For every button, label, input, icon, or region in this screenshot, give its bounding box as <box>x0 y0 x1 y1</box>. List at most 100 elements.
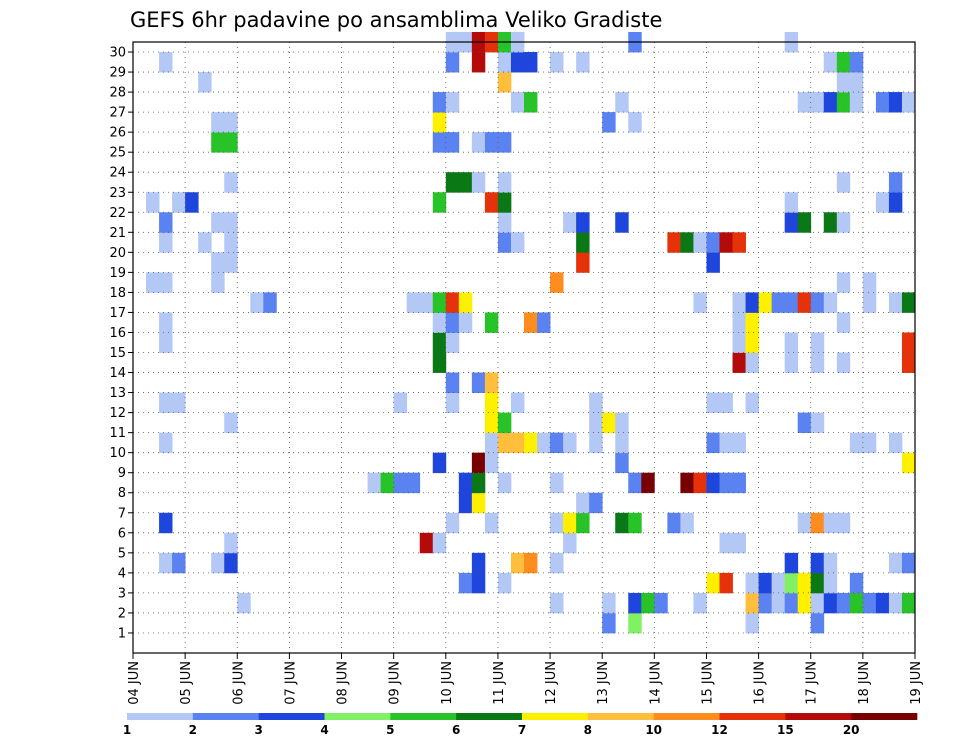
heatmap-cell <box>445 52 460 73</box>
x-tick-label: 17 JUN <box>805 661 820 705</box>
heatmap-cell <box>211 272 225 293</box>
heatmap-cell <box>836 52 851 73</box>
heatmap-cell <box>198 72 212 93</box>
heatmap-cell <box>836 512 851 534</box>
heatmap-cell <box>849 52 864 73</box>
colorbar-label: 6 <box>452 723 460 737</box>
heatmap-cell <box>784 212 799 233</box>
heatmap-cell <box>445 312 460 333</box>
colorbar-label: 4 <box>320 723 328 737</box>
heatmap-cell <box>719 392 733 413</box>
heatmap-cell <box>706 432 720 454</box>
x-tick-label: 11 JUN <box>492 661 507 705</box>
heatmap-cell <box>836 272 851 293</box>
heatmap-cell <box>758 292 773 313</box>
heatmap-cell <box>849 592 864 614</box>
heatmap-cell <box>211 212 225 233</box>
y-tick-label: 2 <box>118 606 126 621</box>
heatmap-cell <box>888 552 903 574</box>
heatmap-cell <box>497 472 512 494</box>
heatmap-cell <box>471 552 486 574</box>
colorbar-label: 20 <box>843 723 860 737</box>
heatmap-cell <box>159 392 173 413</box>
heatmap-cell <box>550 592 564 614</box>
y-tick-label: 13 <box>109 386 126 401</box>
heatmap-cell <box>784 572 799 594</box>
y-tick-label: 16 <box>109 326 126 341</box>
heatmap-cell <box>445 512 460 534</box>
heatmap-cell <box>380 472 395 494</box>
heatmap-cell <box>732 232 746 253</box>
x-tick-label: 08 JUN <box>336 661 351 705</box>
heatmap-cell <box>693 472 707 494</box>
heatmap-cell <box>732 312 746 333</box>
heatmap-cell <box>550 432 564 454</box>
heatmap-cell <box>497 132 512 153</box>
colorbar-swatch <box>653 713 720 720</box>
heatmap-cell <box>471 472 486 494</box>
heatmap-cell <box>432 532 447 554</box>
heatmap-cell <box>224 112 238 133</box>
heatmap-cell <box>615 512 629 534</box>
heatmap-cell <box>862 292 877 313</box>
heatmap-cell <box>849 432 864 454</box>
heatmap-cell <box>615 92 629 113</box>
heatmap-cell <box>680 512 694 534</box>
heatmap-cell <box>224 172 238 193</box>
y-tick-label: 4 <box>118 566 126 581</box>
heatmap-cell <box>172 392 186 413</box>
heatmap-cell <box>745 352 759 373</box>
heatmap-cell <box>510 232 525 253</box>
heatmap-cell <box>628 592 642 614</box>
heatmap-cell <box>393 472 408 494</box>
colorbar-label: 7 <box>518 723 526 737</box>
heatmap-cell <box>797 572 812 594</box>
heatmap-cell <box>901 332 916 353</box>
heatmap-cell <box>484 452 499 474</box>
heatmap-cell <box>693 292 707 313</box>
heatmap-cell <box>445 292 460 313</box>
colorbar-label: 12 <box>711 723 728 737</box>
heatmap-cell <box>771 292 786 313</box>
colorbar-label: 3 <box>254 723 262 737</box>
heatmap-cell <box>497 172 512 193</box>
heatmap-cell <box>641 592 655 614</box>
heatmap-cell <box>458 472 473 494</box>
heatmap-cell <box>784 552 799 574</box>
heatmap-cell <box>732 472 746 494</box>
heatmap-cell <box>576 52 590 73</box>
heatmap-cell <box>432 352 447 373</box>
heatmap-cell <box>836 92 851 113</box>
y-tick-label: 12 <box>109 406 126 421</box>
heatmap-cell <box>823 212 838 233</box>
x-axis: 04 JUN 05 JUN 06 JUN 07 JUN 08 JUN 09 JUN 10 J… <box>127 653 924 705</box>
colorbar-swatch <box>324 713 391 720</box>
heatmap-cell <box>432 312 447 333</box>
x-tick-label: 18 JUN <box>857 661 872 705</box>
y-tick-label: 11 <box>109 426 126 441</box>
heatmap-cell <box>732 332 746 353</box>
y-tick-label: 5 <box>118 546 126 561</box>
y-tick-label: 7 <box>118 506 126 521</box>
y-tick-label: 29 <box>109 66 126 81</box>
heatmap-cell <box>159 432 173 454</box>
heatmap-cell <box>745 312 759 333</box>
y-tick-label: 22 <box>109 206 126 221</box>
heatmap-cell <box>810 292 825 313</box>
colorbar-swatch <box>192 713 259 720</box>
heatmap-cell <box>810 352 825 373</box>
heatmap-cell <box>484 312 499 333</box>
heatmap-cell <box>172 192 186 213</box>
y-tick-label: 14 <box>109 366 126 381</box>
heatmap-cell <box>836 312 851 333</box>
y-tick-label: 6 <box>118 526 126 541</box>
heatmap-cell <box>888 92 903 113</box>
heatmap-cell <box>211 112 225 133</box>
heatmap-cell <box>524 92 538 113</box>
heatmap-cell <box>745 292 759 313</box>
chart-title: GEFS 6hr padavine po ansamblima Veliko G… <box>130 8 662 32</box>
heatmap-cell <box>146 272 160 293</box>
y-tick-label: 9 <box>118 466 126 481</box>
heatmap-cell <box>563 532 577 554</box>
heatmap-cell <box>445 172 460 193</box>
